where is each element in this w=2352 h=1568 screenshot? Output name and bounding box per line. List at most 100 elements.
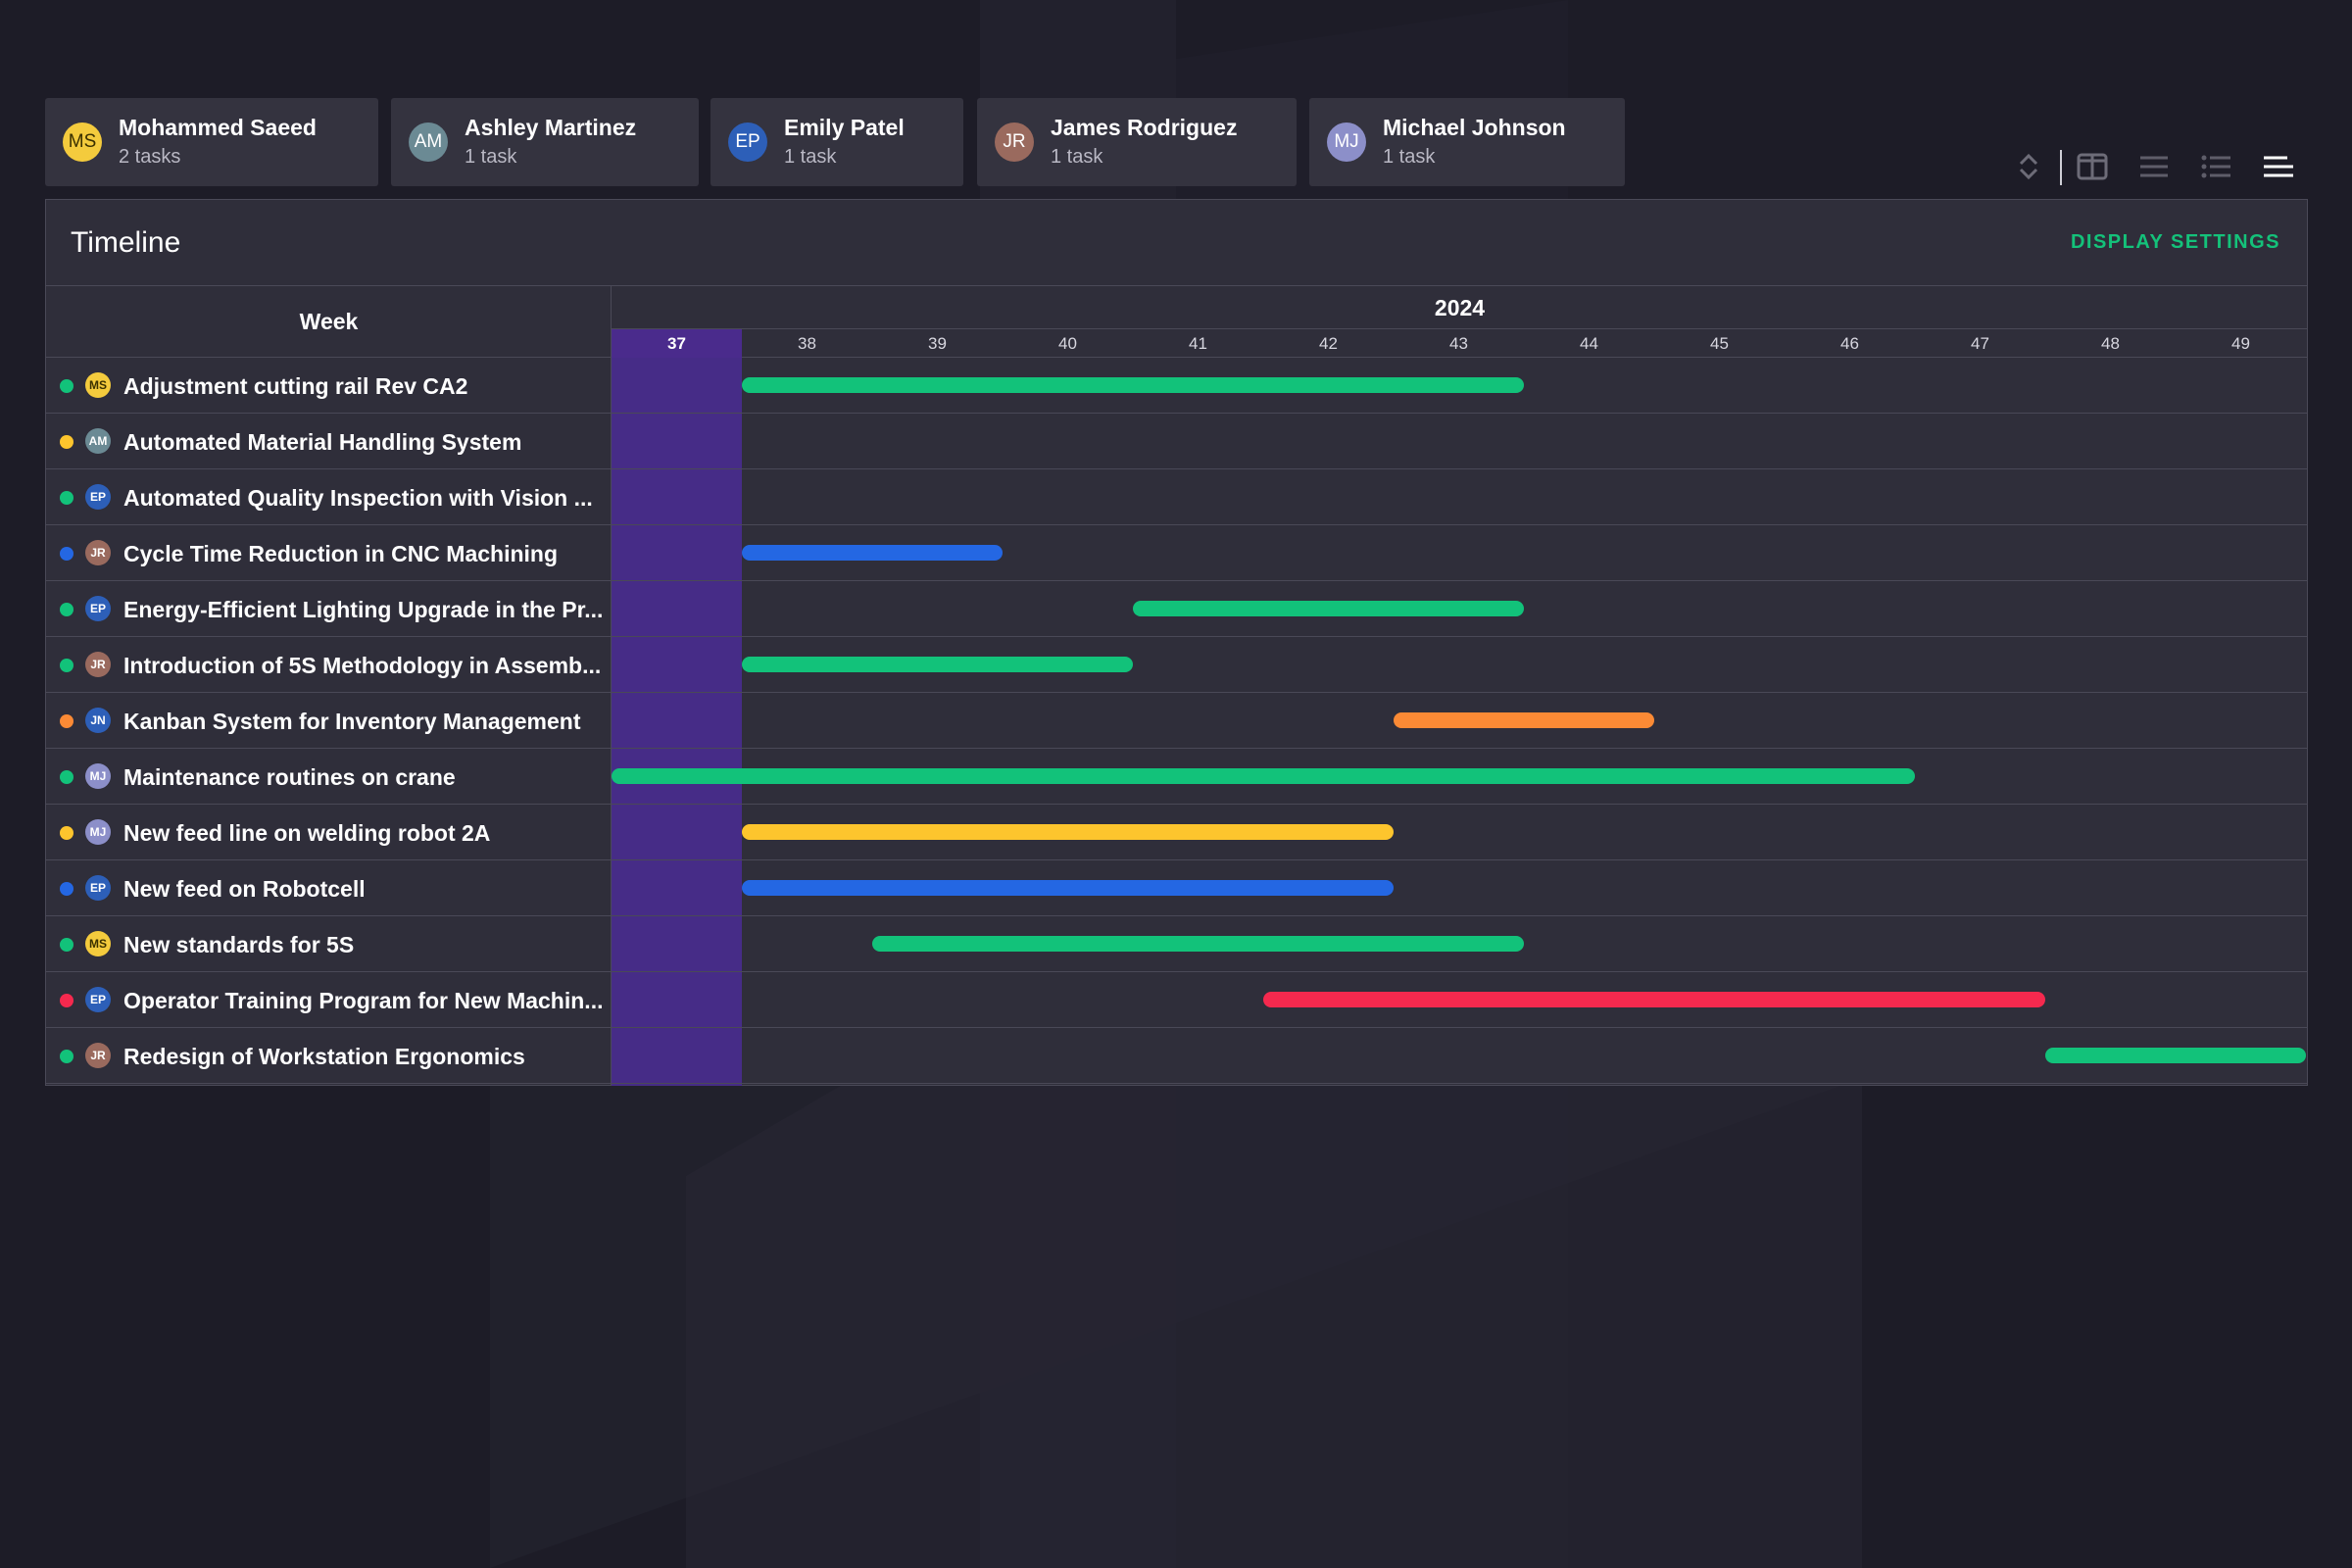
- task-bar[interactable]: [872, 936, 1524, 952]
- status-dot: [60, 882, 74, 896]
- task-bar[interactable]: [612, 768, 1915, 784]
- assignee-chip[interactable]: JR James Rodriguez 1 task: [977, 98, 1297, 186]
- task-bar[interactable]: [742, 824, 1394, 840]
- task-row[interactable]: EP Energy-Efficient Lighting Upgrade in t…: [46, 581, 612, 637]
- timeline-row: [612, 358, 2308, 414]
- avatar: MJ: [85, 763, 111, 789]
- task-row[interactable]: MJ New feed line on welding robot 2A: [46, 805, 612, 860]
- task-name[interactable]: Energy-Efficient Lighting Upgrade in the…: [123, 597, 604, 622]
- toolbar-divider: [2060, 150, 2062, 185]
- task-bar[interactable]: [742, 377, 1524, 393]
- timeline-row: [612, 972, 2308, 1028]
- timeline-row: [612, 525, 2308, 581]
- task-bar[interactable]: [2045, 1048, 2306, 1063]
- task-row[interactable]: MS New standards for 5S: [46, 916, 612, 972]
- task-row[interactable]: EP New feed on Robotcell: [46, 860, 612, 916]
- list-bulleted-icon[interactable]: [2196, 147, 2235, 186]
- task-row[interactable]: AM Automated Material Handling System: [46, 414, 612, 469]
- assignee-chip[interactable]: MJ Michael Johnson 1 task: [1309, 98, 1625, 186]
- assignee-name: James Rodriguez: [1051, 115, 1238, 140]
- split-view-icon[interactable]: [2073, 147, 2112, 186]
- avatar: JN: [85, 708, 111, 733]
- task-row[interactable]: EP Automated Quality Inspection with Visi…: [46, 469, 612, 525]
- assignee-name: Mohammed Saeed: [119, 115, 317, 140]
- display-settings-button[interactable]: DISPLAY SETTINGS: [2070, 231, 2280, 253]
- assignee-name: Emily Patel: [784, 115, 905, 140]
- task-row[interactable]: EP Operator Training Program for New Mach…: [46, 972, 612, 1028]
- task-name[interactable]: Operator Training Program for New Machin…: [123, 988, 604, 1013]
- avatar: EP: [85, 987, 111, 1012]
- assignee-name: Ashley Martinez: [465, 115, 637, 140]
- status-dot: [60, 826, 74, 840]
- week-number-row: 37 38 39 40 41 42 43 44 45 46 47 48 49: [612, 329, 2308, 358]
- task-name[interactable]: Redesign of Workstation Ergonomics: [123, 1044, 525, 1069]
- task-name[interactable]: Maintenance routines on crane: [123, 764, 456, 790]
- timeline-row: [612, 693, 2308, 749]
- assignee-chip[interactable]: AM Ashley Martinez 1 task: [391, 98, 699, 186]
- avatar: JR: [995, 122, 1034, 162]
- task-name[interactable]: Automated Material Handling System: [123, 429, 522, 455]
- assignee-task-count: 1 task: [1051, 146, 1103, 168]
- assignee-chip[interactable]: EP Emily Patel 1 task: [710, 98, 963, 186]
- task-row[interactable]: JR Cycle Time Reduction in CNC Machining: [46, 525, 612, 581]
- timeline-row: [612, 637, 2308, 693]
- week-number: 41: [1189, 334, 1207, 353]
- year-header: 2024: [612, 286, 2308, 329]
- sort-icon[interactable]: [2009, 147, 2048, 186]
- task-bar[interactable]: [1263, 992, 2045, 1007]
- timeline-row: [612, 860, 2308, 916]
- task-name[interactable]: Adjustment cutting rail Rev CA2: [123, 373, 468, 399]
- task-name[interactable]: Kanban System for Inventory Management: [123, 709, 581, 734]
- week-number: 38: [798, 334, 816, 353]
- status-dot: [60, 491, 74, 505]
- task-name[interactable]: New feed line on welding robot 2A: [123, 820, 491, 846]
- week-number: 37: [612, 329, 742, 358]
- status-dot: [60, 659, 74, 672]
- status-dot: [60, 1050, 74, 1063]
- task-row[interactable]: MJ Maintenance routines on crane: [46, 749, 612, 805]
- timeline-row: [612, 916, 2308, 972]
- task-bar[interactable]: [742, 545, 1003, 561]
- task-bar[interactable]: [742, 880, 1394, 896]
- task-bar[interactable]: [1394, 712, 1654, 728]
- task-row[interactable]: JR Redesign of Workstation Ergonomics: [46, 1028, 612, 1084]
- assignee-chip[interactable]: MS Mohammed Saeed 2 tasks: [45, 98, 378, 186]
- avatar: MJ: [85, 819, 111, 845]
- avatar: EP: [728, 122, 767, 162]
- task-row[interactable]: JR Introduction of 5S Methodology in Asse…: [46, 637, 612, 693]
- status-dot: [60, 714, 74, 728]
- status-dot: [60, 603, 74, 616]
- avatar: EP: [85, 484, 111, 510]
- timeline-row: [612, 581, 2308, 637]
- task-name[interactable]: Cycle Time Reduction in CNC Machining: [123, 541, 559, 566]
- task-name[interactable]: Automated Quality Inspection with Vision…: [123, 485, 593, 511]
- week-number: 46: [1840, 334, 1859, 353]
- task-row[interactable]: MS Adjustment cutting rail Rev CA2: [46, 358, 612, 414]
- timeline-row: [612, 1028, 2308, 1084]
- current-week-highlight: [612, 358, 742, 1086]
- avatar: EP: [85, 596, 111, 621]
- week-number: 47: [1971, 334, 1989, 353]
- status-dot: [60, 547, 74, 561]
- task-bar[interactable]: [742, 657, 1133, 672]
- avatar: MJ: [1327, 122, 1366, 162]
- status-dot: [60, 379, 74, 393]
- panel-title: Timeline: [71, 226, 181, 259]
- status-dot: [60, 770, 74, 784]
- task-row[interactable]: JN Kanban System for Inventory Management: [46, 693, 612, 749]
- timeline-row: [612, 414, 2308, 469]
- avatar: MS: [85, 931, 111, 956]
- status-dot: [60, 938, 74, 952]
- timeline-row: [612, 469, 2308, 525]
- task-name[interactable]: New standards for 5S: [123, 932, 355, 957]
- avatar: MS: [63, 122, 102, 162]
- timeline-row: [612, 805, 2308, 860]
- menu-icon[interactable]: [2258, 147, 2297, 186]
- list-compact-icon[interactable]: [2134, 147, 2174, 186]
- status-dot: [60, 435, 74, 449]
- task-name[interactable]: Introduction of 5S Methodology in Assemb…: [123, 653, 602, 678]
- avatar: MS: [85, 372, 111, 398]
- avatar: JR: [85, 540, 111, 565]
- task-bar[interactable]: [1133, 601, 1524, 616]
- task-name[interactable]: New feed on Robotcell: [123, 876, 366, 902]
